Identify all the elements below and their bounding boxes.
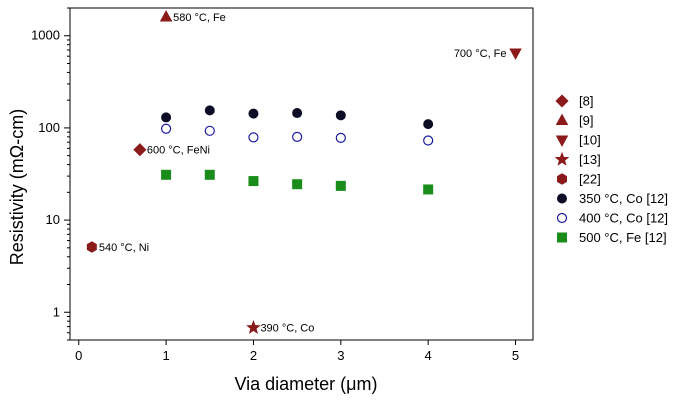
x-tick-label: 3 <box>337 348 344 363</box>
legend: [8] [9] [10] [13] [22] 350 °C, Co [12] 400 °C,… <box>554 94 668 245</box>
data-point <box>246 320 261 334</box>
data-point <box>159 10 173 22</box>
y-axis-ticks: 1 10 100 1000 <box>31 7 70 341</box>
legend-marker <box>555 94 569 108</box>
legend-entry: 500 °C, Fe [12] <box>579 230 667 245</box>
x-tick-label: 2 <box>250 348 257 363</box>
data-point <box>423 184 434 195</box>
x-axis-ticks: 0 1 2 3 4 5 <box>75 340 519 363</box>
data-point <box>423 119 434 130</box>
legend-entry: [22] <box>579 172 601 187</box>
x-axis-label: Via diameter (μm) <box>234 374 377 394</box>
data-points <box>86 10 522 334</box>
data-point <box>335 132 346 143</box>
data-point <box>292 179 303 190</box>
data-point <box>423 135 434 146</box>
y-tick-label: 100 <box>38 120 60 135</box>
legend-entry: 350 °C, Co [12] <box>579 191 668 206</box>
data-point <box>248 108 259 119</box>
data-point <box>248 176 259 187</box>
legend-marker <box>554 151 570 166</box>
y-axis-label: Resistivity (mΩ-cm) <box>7 109 27 265</box>
plot-frame <box>69 7 534 341</box>
point-annotation: 540 °C, Ni <box>99 242 149 254</box>
data-point <box>335 180 346 191</box>
axes <box>69 7 534 341</box>
data-point <box>292 108 303 119</box>
data-point <box>161 169 172 180</box>
legend-marker <box>556 212 568 224</box>
data-point <box>161 112 172 123</box>
data-point <box>204 169 215 180</box>
data-point <box>509 48 522 60</box>
data-point <box>133 143 147 157</box>
legend-entry: [8] <box>579 94 593 109</box>
y-tick-label: 1 <box>53 304 60 319</box>
x-tick-label: 0 <box>75 348 82 363</box>
legend-marker <box>557 193 567 204</box>
legend-marker <box>555 135 569 147</box>
legend-marker <box>557 173 567 185</box>
data-point <box>204 105 215 116</box>
data-point <box>204 125 215 136</box>
legend-marker <box>555 113 569 126</box>
data-point <box>86 241 97 253</box>
legend-marker <box>557 232 567 243</box>
data-point <box>292 131 303 142</box>
point-annotation: 580 °C, Fe <box>173 12 226 24</box>
point-annotation: 700 °C, Fe <box>454 48 507 60</box>
point-annotation: 390 °C, Co <box>260 323 314 335</box>
y-tick-label: 1000 <box>31 28 60 43</box>
legend-entry: [9] <box>579 113 593 128</box>
x-tick-label: 1 <box>162 348 169 363</box>
point-annotations: 600 °C, FeNi 580 °C, Fe 700 °C, Fe 390 °C, … <box>99 12 507 335</box>
point-annotation: 600 °C, FeNi <box>147 145 210 157</box>
legend-entry: 400 °C, Co [12] <box>579 211 668 226</box>
data-point <box>160 123 172 134</box>
x-tick-label: 4 <box>425 348 432 363</box>
legend-entry: [10] <box>579 133 601 148</box>
data-point <box>248 132 259 143</box>
legend-entry: [13] <box>579 152 601 167</box>
data-point <box>335 110 346 121</box>
y-tick-label: 10 <box>46 212 60 227</box>
x-tick-label: 5 <box>512 348 519 363</box>
